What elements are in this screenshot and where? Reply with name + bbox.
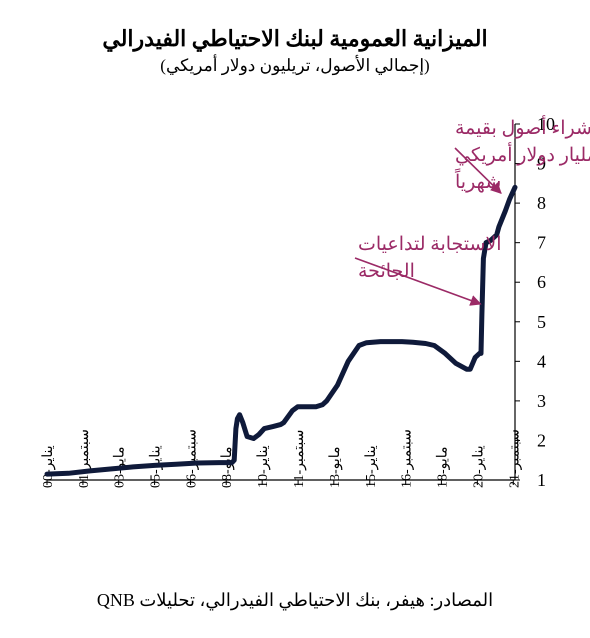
y-tick-label: 1 — [537, 470, 546, 490]
annotation-text: الجائحة — [358, 261, 415, 282]
x-tick-label: مايو-18 — [435, 446, 450, 488]
y-tick-label: 5 — [537, 312, 546, 332]
annotation-text: 120 مليار دولار أمريكي — [455, 141, 590, 166]
y-tick-label: 9 — [537, 154, 546, 174]
annotation-text: الاستجابة لتداعيات — [358, 234, 502, 255]
annotation-arrow — [354, 257, 482, 306]
y-tick-label: 6 — [537, 272, 546, 292]
y-tick-label: 4 — [537, 351, 546, 371]
y-tick-label: 2 — [537, 430, 546, 450]
chart-title: الميزانية العمومية لبنك الاحتياطي الفيدر… — [102, 26, 488, 51]
chart-subtitle: (إجمالي الأصول، تريليون دولار أمريكي) — [160, 56, 430, 75]
x-tick-label: يناير-15 — [364, 445, 379, 488]
x-tick-label: سبتمبر-01 — [77, 429, 92, 488]
x-tick-label: سبتمبر-21 — [507, 429, 522, 488]
annotation-text: برنامج شراء أصول بقيمة — [455, 114, 590, 139]
series-line — [44, 184, 518, 477]
y-tick-label: 7 — [537, 233, 546, 253]
x-tick-label: يناير-20 — [471, 445, 486, 488]
x-tick-label: مايو-13 — [328, 446, 343, 488]
x-tick-label: يناير-10 — [256, 445, 271, 488]
annotation-arrow — [454, 147, 502, 195]
x-tick-label: سبتمبر-16 — [400, 429, 415, 488]
y-tick-label: 8 — [537, 193, 546, 213]
x-tick-label: سبتمبر-11 — [292, 430, 307, 488]
y-tick-label: 3 — [537, 391, 546, 411]
x-tick-label: مايو-08 — [220, 446, 235, 488]
x-tick-label: سبتمبر-06 — [185, 429, 200, 488]
x-tick-label: يناير-00 — [41, 445, 56, 488]
source-note: المصادر: هيفر، بنك الاحتياطي الفيدرالي، … — [96, 590, 494, 610]
y-tick-label: 10 — [537, 114, 555, 134]
